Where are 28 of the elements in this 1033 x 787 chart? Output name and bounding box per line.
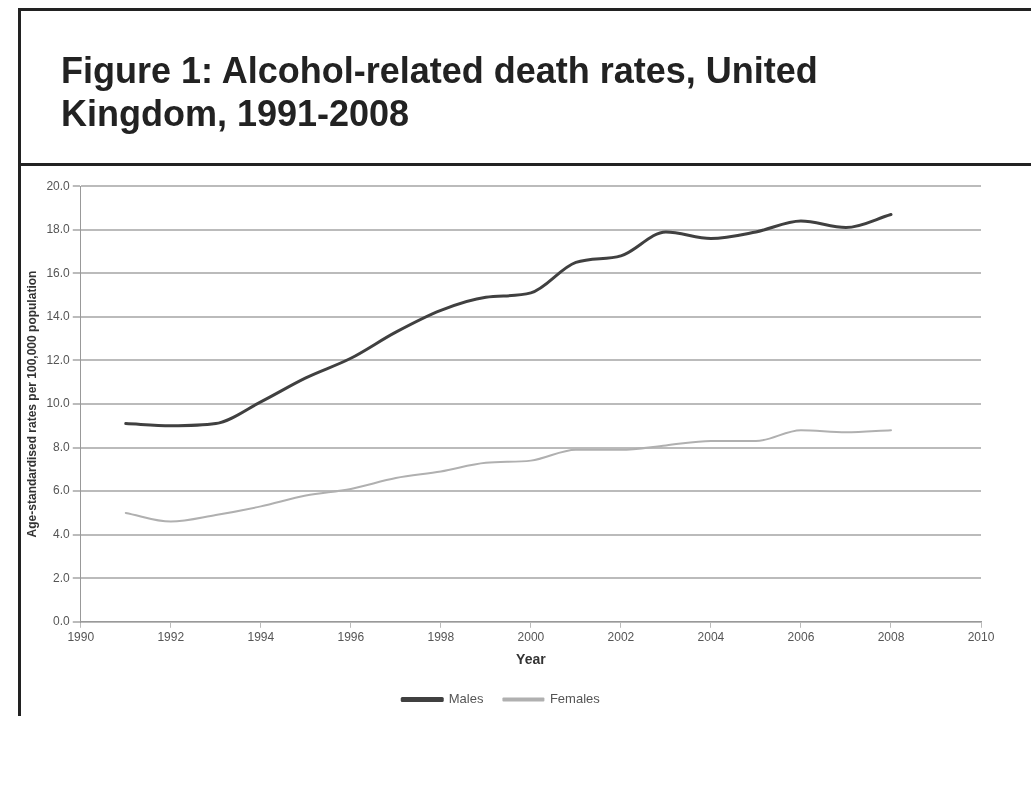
x-tick-label: 1996 bbox=[337, 630, 365, 645]
chart-title: Figure 1: Alcohol-related death rates, United Kingdom, 1991-2008 bbox=[21, 11, 1031, 167]
y-tick-label: 16.0 bbox=[46, 266, 71, 281]
y-axis-title: Age-standardised rates per 100,000 population bbox=[24, 271, 39, 538]
x-tick-label: 2000 bbox=[517, 630, 545, 645]
y-tick-label: 8.0 bbox=[53, 440, 71, 455]
legend-label: Males bbox=[448, 691, 484, 707]
x-tick-label: 2004 bbox=[697, 630, 725, 645]
legend-label: Females bbox=[549, 691, 601, 707]
x-axis-title: Year bbox=[516, 651, 547, 668]
y-tick-label: 4.0 bbox=[53, 527, 71, 542]
y-tick-label: 14.0 bbox=[46, 309, 71, 324]
x-tick-label: 2006 bbox=[787, 630, 815, 645]
x-tick-label: 1994 bbox=[247, 630, 275, 645]
x-tick-label: 1990 bbox=[67, 630, 95, 645]
x-tick-label: 2002 bbox=[607, 630, 635, 645]
y-tick-label: 20.0 bbox=[46, 178, 71, 193]
y-tick-label: 2.0 bbox=[53, 570, 71, 585]
x-tick-label: 1992 bbox=[157, 630, 185, 645]
y-tick-label: 18.0 bbox=[46, 222, 71, 237]
y-tick-label: 0.0 bbox=[53, 614, 71, 629]
line-series bbox=[124, 213, 893, 428]
x-tick-label: 2010 bbox=[967, 630, 995, 645]
y-tick-label: 12.0 bbox=[46, 353, 71, 368]
x-tick-label: 2008 bbox=[877, 630, 905, 645]
x-tick-label: 1998 bbox=[427, 630, 455, 645]
y-tick-label: 6.0 bbox=[53, 483, 71, 498]
y-tick-label: 10.0 bbox=[46, 396, 71, 411]
